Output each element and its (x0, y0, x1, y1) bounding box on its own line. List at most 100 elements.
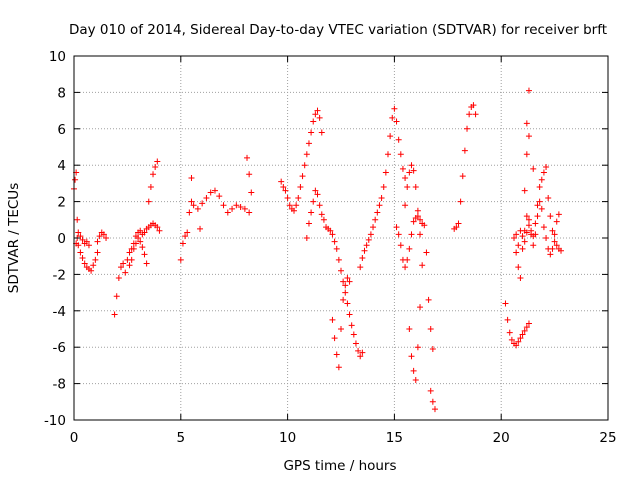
data-point (402, 202, 409, 209)
data-point (523, 324, 530, 331)
data-point (455, 220, 462, 227)
data-point (303, 235, 310, 241)
data-point (199, 200, 206, 207)
data-point (538, 205, 545, 212)
data-point (521, 187, 528, 194)
data-point (423, 249, 430, 256)
data-point (538, 176, 545, 183)
data-point (461, 147, 468, 154)
data-point (549, 245, 556, 252)
grid-lines (74, 56, 608, 420)
data-point (94, 238, 101, 245)
data-point (150, 171, 157, 178)
x-tick-label: 20 (493, 430, 510, 446)
data-point (551, 231, 558, 238)
data-point (414, 207, 421, 214)
data-point (342, 289, 349, 296)
data-point (374, 209, 381, 216)
data-point (517, 335, 524, 342)
data-point (297, 184, 304, 191)
data-point (184, 229, 191, 236)
data-point (280, 184, 287, 191)
y-axis-label: SDTVAR / TECUs (6, 183, 22, 293)
data-point (540, 224, 547, 231)
data-point (543, 235, 550, 241)
data-point (523, 120, 530, 127)
data-point (331, 335, 338, 342)
data-point (130, 245, 137, 252)
data-point (340, 278, 347, 285)
y-tick-label: -2 (53, 267, 66, 283)
data-point (132, 240, 139, 247)
data-point (412, 184, 419, 191)
data-point (530, 165, 537, 172)
data-point (545, 194, 552, 201)
data-point (408, 231, 415, 238)
data-point (406, 245, 413, 252)
data-point (387, 133, 394, 140)
data-point (523, 213, 530, 220)
data-point (312, 187, 319, 194)
data-point (182, 233, 189, 240)
data-point (152, 164, 159, 171)
data-point (282, 187, 289, 194)
data-point (305, 220, 312, 227)
data-point (154, 224, 161, 231)
data-point (525, 222, 532, 229)
data-point (429, 346, 436, 353)
data-point (551, 238, 558, 245)
data-point (453, 224, 460, 231)
data-point (380, 184, 387, 191)
data-point (113, 293, 120, 300)
data-point (346, 278, 353, 285)
data-point (352, 340, 359, 347)
data-point (553, 242, 560, 249)
y-tick-label: 2 (57, 195, 66, 211)
data-point (237, 204, 244, 211)
data-point (220, 202, 227, 209)
chart-title: Day 010 of 2014, Sidereal Day-to-day VTE… (69, 22, 607, 38)
data-point (126, 262, 133, 269)
data-point (357, 264, 364, 271)
data-point (536, 198, 543, 205)
data-point (553, 218, 560, 225)
data-point (464, 125, 471, 132)
y-tick-label: -6 (53, 340, 66, 356)
data-point (367, 231, 374, 238)
data-point (421, 222, 428, 229)
data-point (141, 251, 148, 258)
data-point (303, 151, 310, 158)
data-point (291, 207, 298, 214)
y-tick-label: 0 (57, 231, 66, 247)
data-point (370, 224, 377, 231)
data-point (393, 224, 400, 231)
data-point (92, 256, 99, 263)
data-point (382, 169, 389, 176)
data-point (186, 209, 193, 216)
data-point (508, 336, 515, 343)
data-point (85, 242, 92, 249)
data-point (391, 105, 398, 112)
data-point (427, 326, 434, 332)
data-point (363, 242, 370, 249)
data-point (194, 205, 201, 212)
data-point (327, 227, 334, 234)
data-point (74, 216, 81, 223)
data-point (395, 231, 402, 238)
data-point (558, 247, 565, 254)
data-point (331, 238, 338, 245)
data-point (414, 213, 421, 220)
data-point (406, 169, 413, 176)
data-point (361, 247, 368, 254)
data-point (88, 267, 95, 274)
data-point (547, 251, 554, 258)
x-tick-label: 0 (70, 430, 79, 446)
data-point (299, 173, 306, 180)
data-point (523, 151, 530, 158)
data-point (513, 342, 520, 349)
data-point (525, 216, 532, 223)
data-point (521, 327, 528, 334)
data-point (536, 184, 543, 191)
data-point (399, 165, 406, 172)
